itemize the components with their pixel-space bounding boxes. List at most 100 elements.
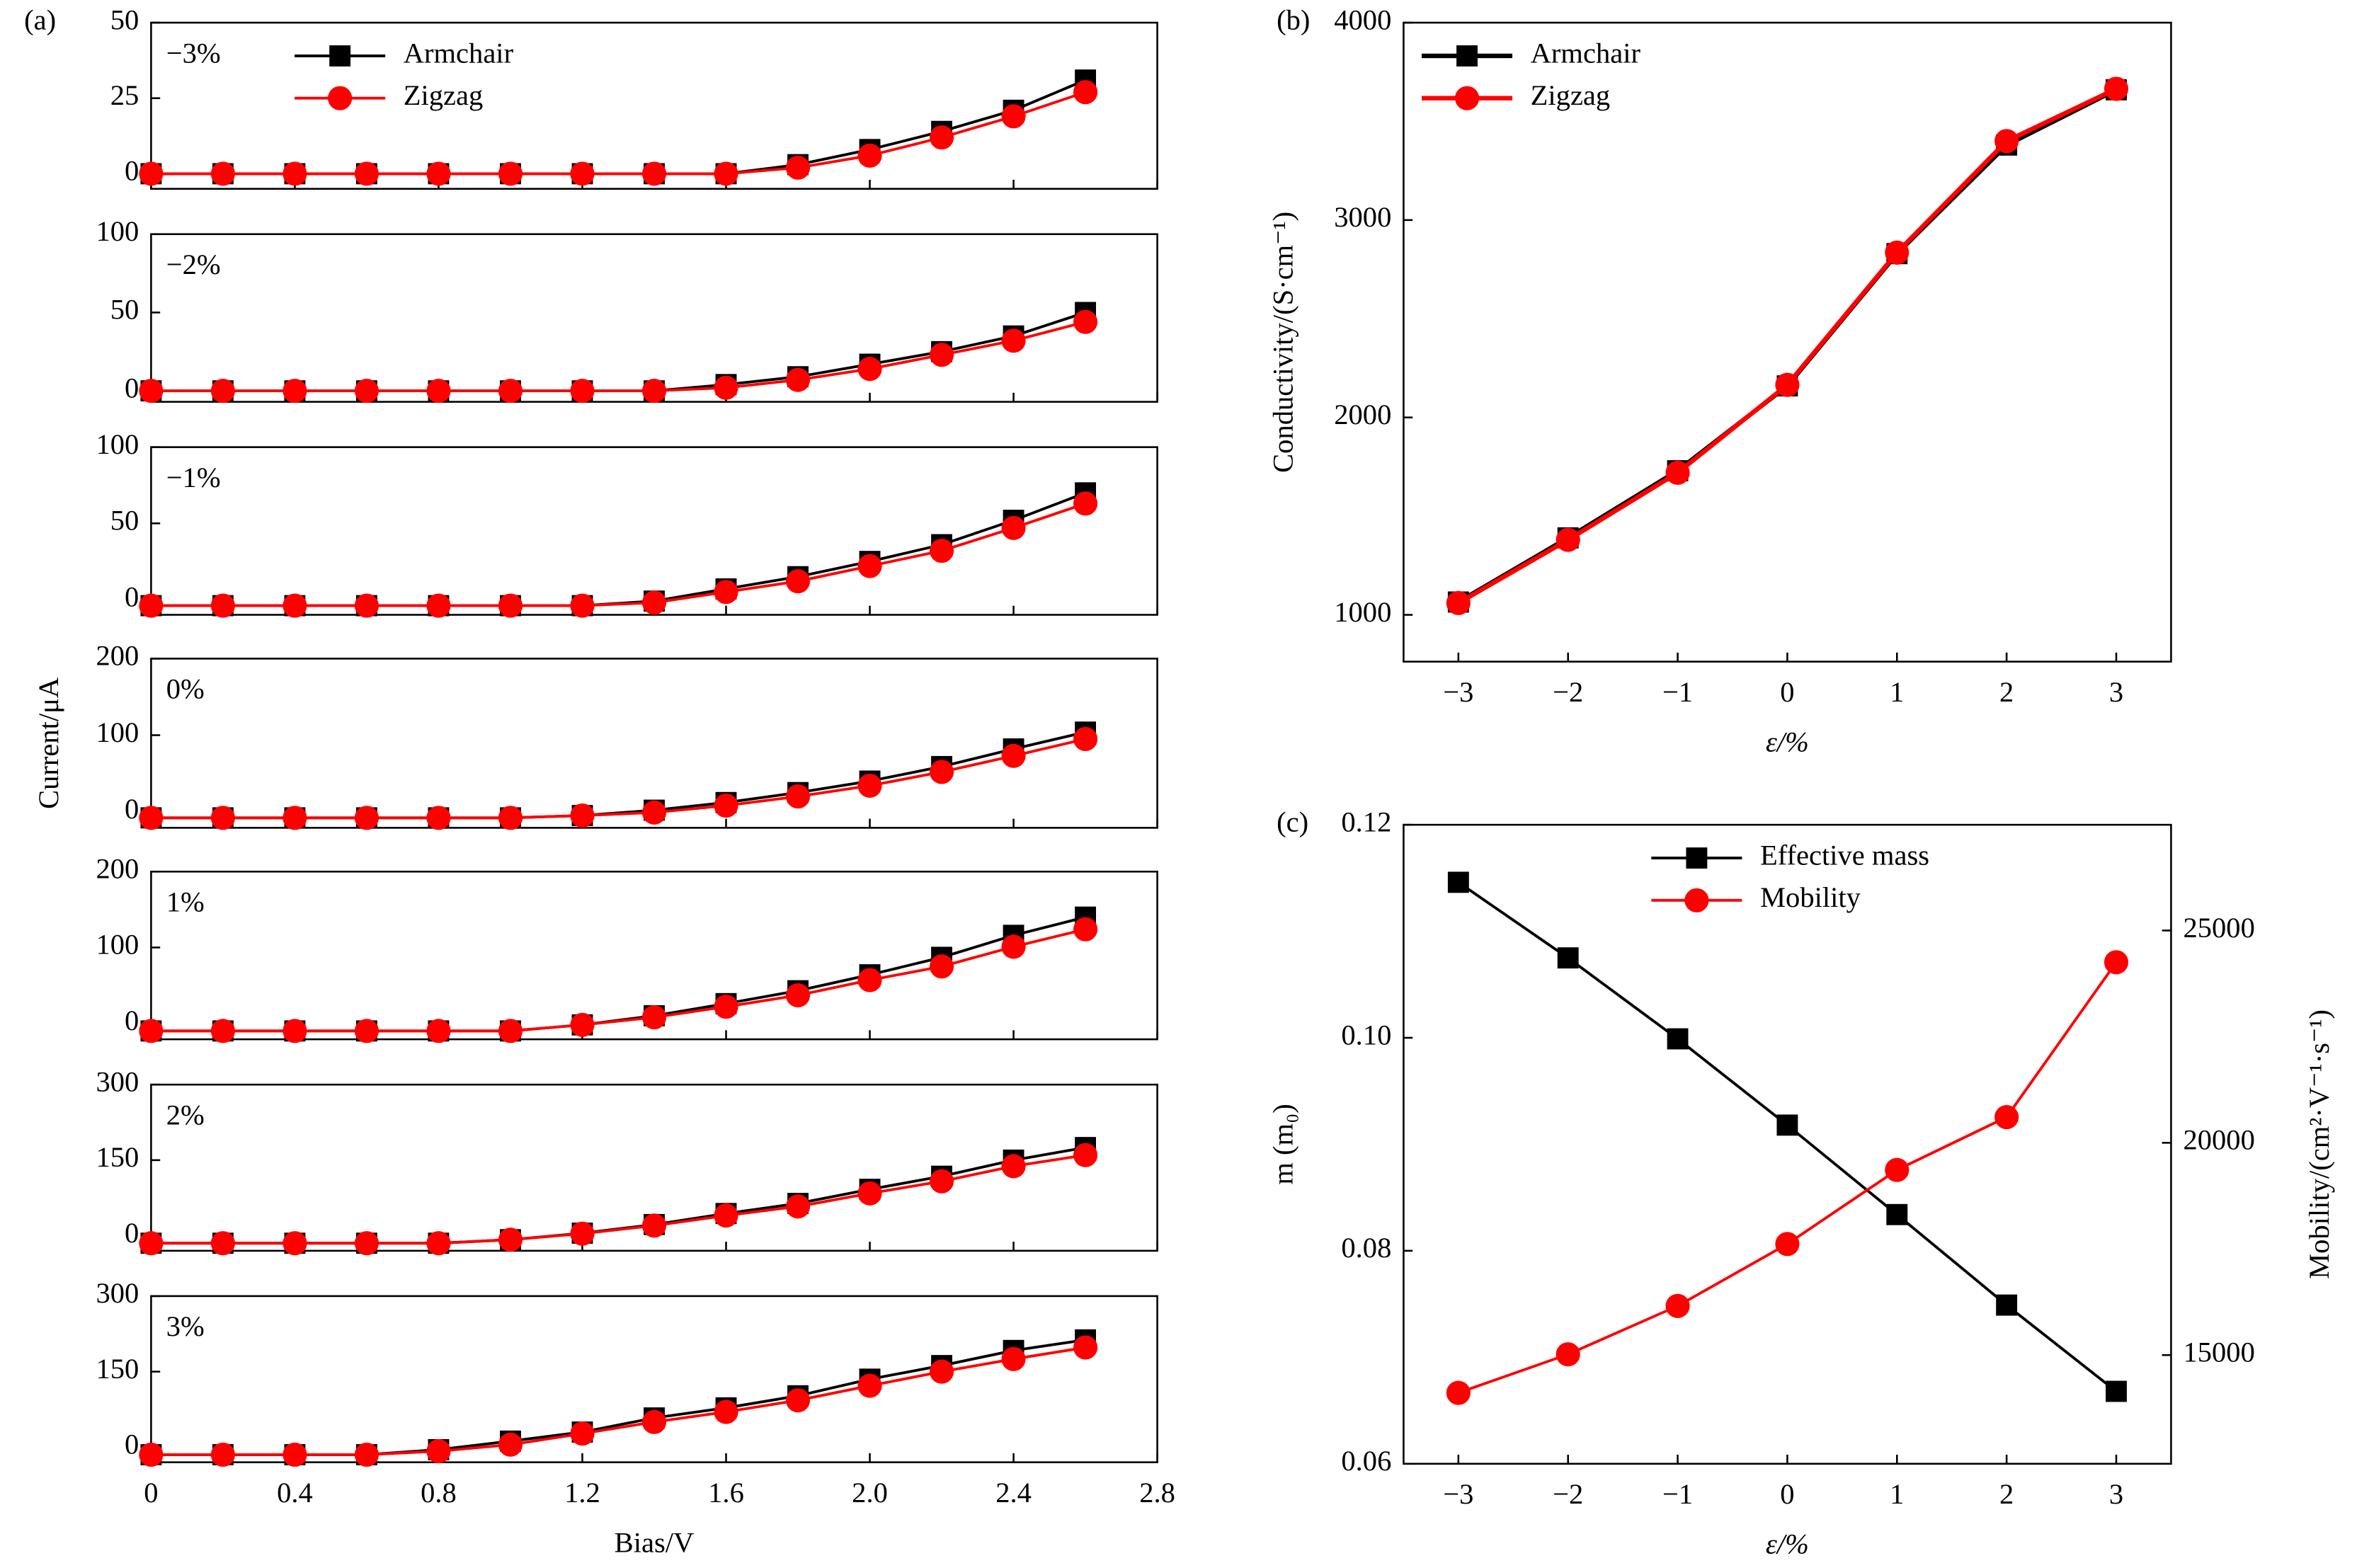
legend-marker — [1684, 888, 1709, 912]
x-tick-label: −2 — [1553, 1478, 1583, 1510]
marker — [929, 343, 954, 367]
marker — [1775, 372, 1800, 397]
series-line — [1458, 961, 2118, 1395]
y-tick-label: 0.12 — [1341, 806, 1391, 837]
marker — [1001, 1154, 1026, 1179]
marker — [354, 161, 379, 186]
marker — [426, 1231, 451, 1256]
x-tick-label: −3 — [1443, 676, 1473, 708]
x-axis-label: Bias/V — [615, 1526, 695, 1558]
marker — [1073, 80, 1098, 105]
series-line — [1457, 881, 2118, 1392]
marker — [354, 806, 379, 830]
marker — [426, 1438, 451, 1464]
marker — [498, 1432, 523, 1457]
marker — [210, 1019, 235, 1043]
series-line — [151, 927, 1086, 1033]
x-axis-label: ε/% — [1766, 1528, 1809, 1560]
panel-label: (c) — [1277, 806, 1308, 837]
marker — [2103, 76, 2129, 101]
legend-label: Armchair — [1531, 37, 1641, 69]
y-tick-label: 0.06 — [1341, 1445, 1391, 1477]
y-tick-label: 300 — [96, 1277, 139, 1309]
marker — [1073, 491, 1098, 516]
marker — [1446, 590, 1471, 615]
y2-tick-label: 20000 — [2184, 1124, 2255, 1156]
x-tick-label: 0.8 — [421, 1477, 457, 1509]
marker — [857, 554, 882, 578]
marker — [641, 379, 667, 404]
y-axis-label: Current/μA — [33, 677, 64, 809]
marker — [1001, 104, 1026, 129]
marker — [354, 379, 379, 404]
marker — [570, 1221, 595, 1246]
y-tick-label: 0 — [125, 155, 139, 187]
series-line — [1457, 87, 2118, 605]
marker — [929, 1169, 954, 1194]
y2-tick-label: 15000 — [2184, 1337, 2255, 1368]
marker — [498, 593, 523, 618]
marker — [282, 593, 307, 618]
marker — [426, 379, 451, 404]
marker — [282, 1019, 307, 1043]
marker — [857, 357, 882, 382]
legend-label: Zigzag — [404, 79, 484, 111]
marker — [641, 1005, 667, 1030]
marker — [641, 1409, 667, 1434]
y-tick-label: 50 — [110, 294, 139, 326]
annotation: −1% — [166, 462, 221, 493]
marker — [1996, 1294, 2018, 1316]
legend-label: Mobility — [1760, 881, 1861, 913]
plot-frame — [150, 233, 1158, 403]
plot-frame — [1403, 823, 2172, 1465]
marker — [1775, 1232, 1800, 1257]
x-tick-label: 0.4 — [277, 1477, 313, 1509]
marker — [210, 1231, 235, 1256]
marker — [785, 983, 811, 1008]
marker — [1073, 309, 1098, 334]
y2-tick-label: 25000 — [2184, 912, 2255, 944]
y-tick-label: 150 — [96, 1353, 139, 1385]
marker — [929, 954, 954, 979]
y-tick-label: 0 — [125, 1217, 139, 1249]
x-tick-label: −2 — [1553, 676, 1583, 708]
plot-frame — [150, 1295, 1158, 1463]
marker — [498, 1227, 523, 1252]
marker — [139, 593, 164, 618]
y-tick-label: 100 — [96, 428, 139, 460]
marker — [570, 379, 595, 404]
marker — [1001, 515, 1026, 540]
marker — [426, 806, 451, 830]
marker — [929, 538, 954, 563]
x-tick-label: 2 — [1999, 676, 2014, 708]
marker — [426, 1019, 451, 1043]
marker — [426, 161, 451, 186]
marker — [1557, 947, 1579, 969]
marker — [354, 1231, 379, 1256]
marker — [641, 161, 667, 186]
marker — [210, 806, 235, 830]
marker — [1885, 1157, 1910, 1182]
marker — [1555, 1342, 1580, 1367]
x-tick-label: 3 — [2109, 676, 2123, 708]
plot-frame — [150, 1083, 1158, 1252]
marker — [785, 569, 811, 594]
plot-frame — [150, 446, 1158, 616]
y-tick-label: 0 — [125, 372, 139, 404]
x-tick-label: 0 — [1780, 1478, 1794, 1510]
y-tick-label: 150 — [96, 1141, 139, 1173]
x-tick-label: 0 — [144, 1477, 158, 1509]
y-tick-label: 0 — [125, 1429, 139, 1460]
marker — [1885, 240, 1910, 265]
marker — [426, 593, 451, 618]
marker — [714, 580, 738, 605]
marker — [1667, 1028, 1689, 1050]
marker — [282, 161, 307, 186]
x-tick-label: 1 — [1890, 676, 1904, 708]
legend-marker — [1454, 86, 1480, 110]
marker — [1994, 129, 2019, 154]
y-tick-label: 0.08 — [1341, 1232, 1391, 1264]
panel-label: (a) — [24, 4, 56, 35]
x-tick-label: 2.4 — [995, 1477, 1032, 1509]
plot-frame — [150, 658, 1158, 829]
